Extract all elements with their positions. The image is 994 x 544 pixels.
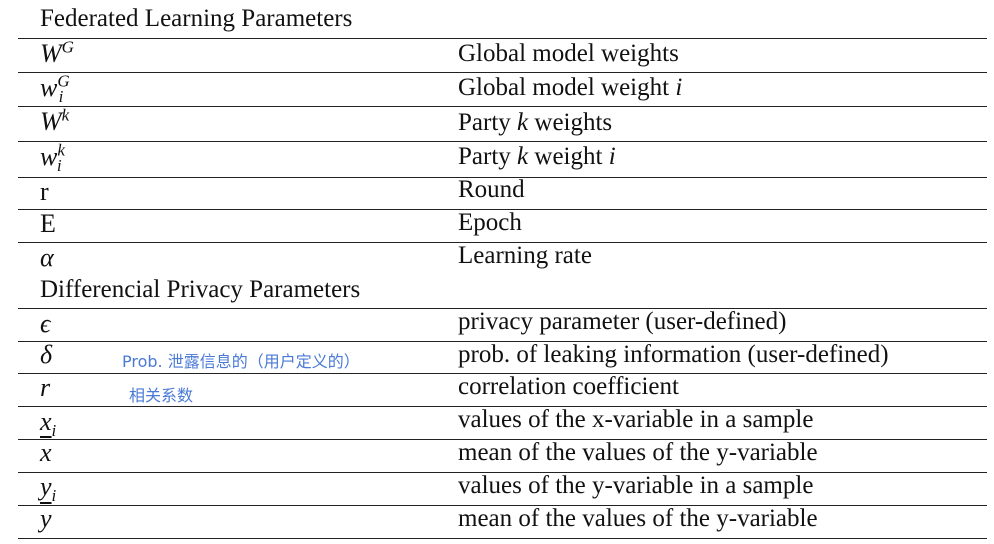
table-row: ϵ privacy parameter (user-defined) [18,308,987,342]
symbol-cell: ϵ [40,309,51,338]
symbol-cell: r [40,177,49,206]
section-title-federated: Federated Learning Parameters [40,5,353,32]
description-cell: Global model weight i [458,74,683,101]
symbol-cell: Wk [40,105,70,136]
symbol-cell: x [40,438,52,467]
description-cell: Party k weights [458,109,613,136]
description-cell: values of the x-variable in a sample [458,406,814,433]
description-cell: Round [458,176,525,203]
table-row: wGi Global model weight i [18,72,987,107]
description-cell: Global model weights [458,40,679,67]
table-row: WG Global model weights [18,38,987,73]
description-cell: prob. of leaking information (user-defin… [458,341,889,368]
annotation-r-note: 相关系数 [129,386,194,405]
table-row: wki Party k weight i [18,141,987,178]
bottom-rule [18,538,987,539]
table-row: δ prob. of leaking information (user-def… [18,340,987,374]
symbol-cell: wki [40,140,65,176]
description-cell: Party k weight i [458,143,616,170]
symbol-cell: xi [40,407,57,441]
table-row: r correlation coefficient [18,373,987,407]
symbol-cell: y [40,504,52,533]
annotation-delta-note: Prob. 泄露信息的（用户定义的） [122,352,360,371]
description-cell: correlation coefficient [458,373,679,400]
description-cell: privacy parameter (user-defined) [458,308,787,335]
description-cell: values of the y-variable in a sample [458,472,814,499]
symbol-cell: wGi [40,71,70,107]
table-row: Wk Party k weights [18,106,987,142]
description-cell: mean of the values of the y-variable [458,505,818,532]
section-title-privacy: Differencial Privacy Parameters [40,276,361,303]
symbol-cell: α [40,243,54,272]
symbol-cell: E [40,209,56,238]
symbol-cell: r [40,373,51,402]
table-row: r Round [18,176,987,210]
description-cell: Learning rate [458,242,592,269]
description-cell: Epoch [458,209,522,236]
table-row: xi values of the x-variable in a sample [18,406,987,440]
table-row: E Epoch [18,209,987,243]
table-row: α Learning rate [18,242,987,275]
table-row: x mean of the values of the y-variable [18,438,987,473]
description-cell: mean of the values of the y-variable [458,439,818,466]
symbol-cell: δ [40,340,53,369]
symbol-cell: yi [40,472,57,506]
table-row: yi values of the y-variable in a sample [18,472,987,506]
symbol-cell: WG [40,37,74,68]
table-row: y mean of the values of the y-variable [18,504,987,539]
